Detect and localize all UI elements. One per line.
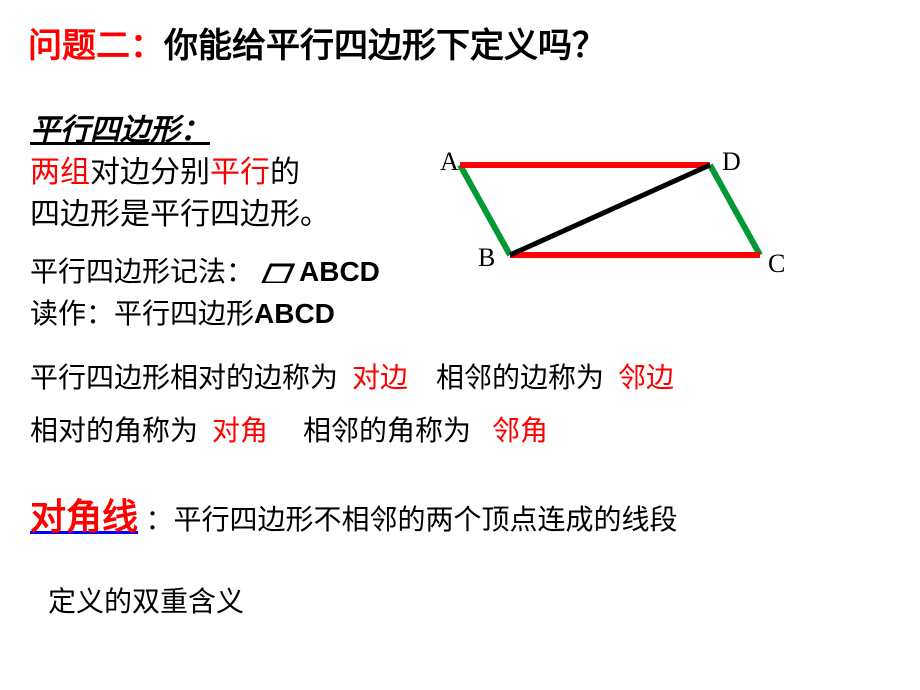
def-l1-a: 两组 xyxy=(30,156,90,189)
term-colon: ： xyxy=(180,114,210,147)
terms-row-1: 平行四边形相对的边称为 对边 相邻的边称为 邻边 xyxy=(30,352,674,405)
vertex-label-c: C xyxy=(768,249,785,279)
parallelogram-figure: A D B C xyxy=(410,145,870,285)
def-l1-b: 对边分别 xyxy=(90,156,210,189)
diagonal-text: ：平行四边形不相邻的两个顶点连成的线段 xyxy=(146,505,678,536)
notation-l1-b: ABCD xyxy=(299,256,380,287)
notation-l1-a: 平行四边形记法： xyxy=(30,257,254,288)
vertex-label-b: B xyxy=(478,243,495,273)
t1-b: 对边 xyxy=(352,363,408,394)
def-l1-d: 的 xyxy=(270,156,300,189)
t2-d: 邻角 xyxy=(492,416,548,447)
t2-a: 相对的角称为 xyxy=(30,416,198,447)
notation-block: 平行四边形记法： ABCD 读作：平行四边形ABCD xyxy=(30,252,380,334)
t1-a: 平行四边形相对的边称为 xyxy=(30,363,338,394)
def-l1-c: 平行 xyxy=(210,156,270,189)
question-title: 问题二：你能给平行四边形下定义吗？ xyxy=(28,18,606,67)
t2-c: 相邻的角称为 xyxy=(303,416,471,447)
question-label: 问题二： xyxy=(28,27,164,65)
notation-l2-a: 读作：平行四边形 xyxy=(30,299,254,330)
dual-meaning-text: 定义的双重含义 xyxy=(48,580,244,620)
t2-b: 对角 xyxy=(212,416,268,447)
def-l2: 四边形是平行四边形。 xyxy=(30,198,330,231)
question-text: 你能给平行四边形下定义吗？ xyxy=(164,27,606,65)
vertex-label-d: D xyxy=(722,147,741,177)
notation-l2-b: ABCD xyxy=(254,298,335,329)
diagonal-block: 对角线 ：平行四边形不相邻的两个顶点连成的线段 xyxy=(30,488,678,540)
terms-row-2: 相对的角称为 对角 相邻的角称为 邻角 xyxy=(30,405,674,458)
terms-block: 平行四边形相对的边称为 对边 相邻的边称为 邻边 相对的角称为 对角 相邻的角称… xyxy=(30,352,674,458)
vertex-label-a: A xyxy=(440,147,459,177)
t1-c: 相邻的边称为 xyxy=(436,363,604,394)
diagonal-label: 对角线 xyxy=(30,496,138,537)
term-name: 平行四边形 xyxy=(30,114,180,147)
t1-d: 邻边 xyxy=(618,363,674,394)
parallelogram-symbol-icon xyxy=(261,255,295,294)
definition-block: 平行四边形： 两组对边分别平行的 四边形是平行四边形。 xyxy=(30,110,330,236)
